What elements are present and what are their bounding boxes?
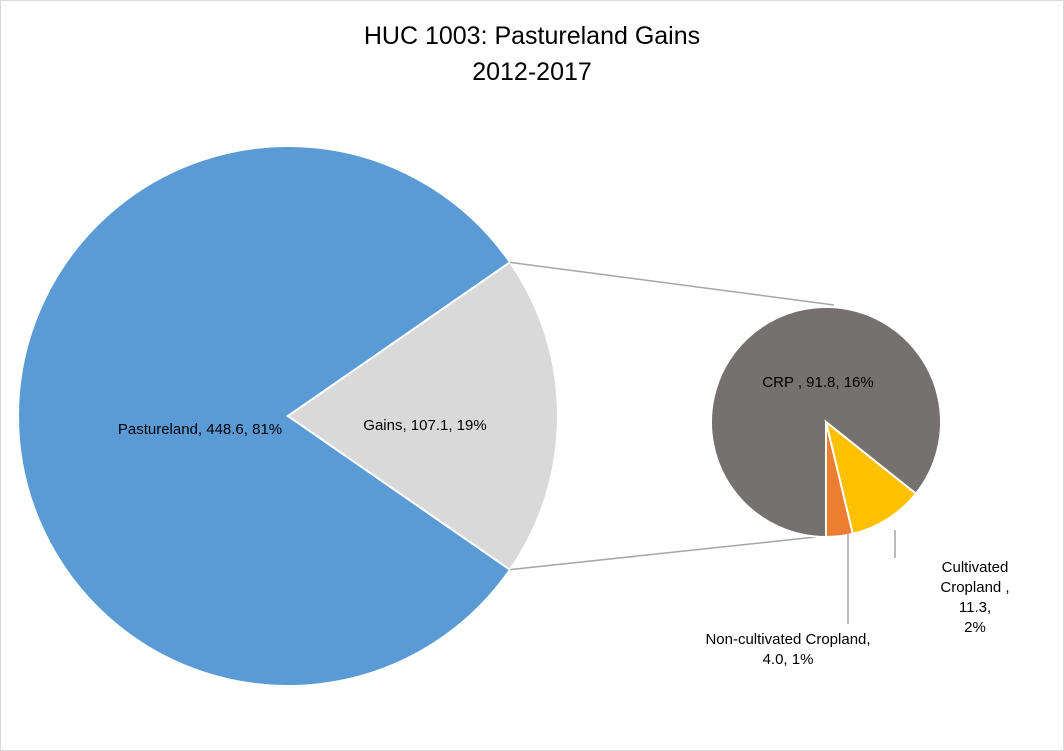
data-label: Gains, 107.1, 19% — [363, 417, 487, 434]
pie-slice — [17, 145, 512, 687]
chart-subtitle: 2012-2017 — [472, 58, 592, 86]
data-label: Cultivated Cropland , 11.3, 2% — [940, 559, 1010, 636]
pie-slice — [825, 421, 854, 539]
chart-title: HUC 1003: Pastureland Gains — [363, 22, 701, 50]
connector-line — [509, 534, 835, 571]
connector-line — [509, 261, 835, 306]
data-label: CRP , 91.8, 16% — [762, 374, 874, 391]
data-label: Pastureland, 448.6, 81% — [117, 421, 283, 438]
data-label: Non-cultivated Cropland, 4.0, 1% — [705, 631, 871, 668]
pie-slice — [286, 260, 559, 572]
pie-slice — [824, 419, 918, 536]
